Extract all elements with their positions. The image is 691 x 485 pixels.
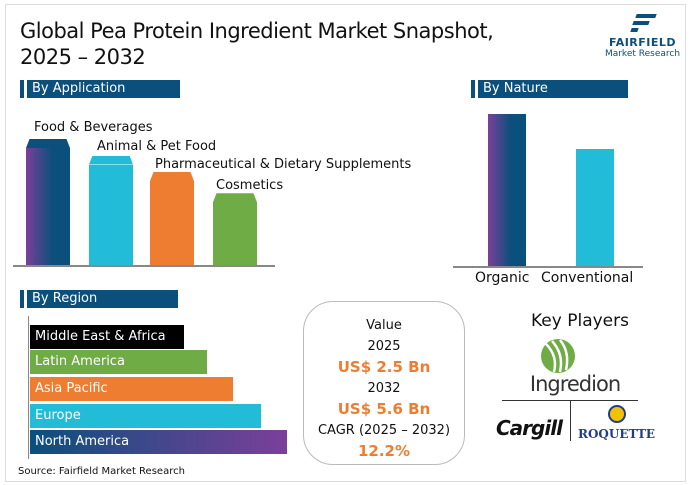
ingredion-leaf-icon bbox=[541, 339, 575, 373]
application-bar-cap bbox=[26, 139, 70, 148]
cagr-value: 12.2% bbox=[357, 442, 411, 460]
year-2025: 2025 bbox=[367, 339, 401, 354]
ingredion-logo: Ingredion bbox=[529, 372, 621, 396]
key-players-title: Key Players bbox=[531, 311, 629, 331]
application-bar-cap bbox=[213, 193, 257, 203]
logo-name: FAIRFIELD bbox=[608, 36, 677, 49]
application-label: Cosmetics bbox=[216, 178, 284, 193]
application-bar-cap bbox=[89, 155, 133, 165]
nature-bar bbox=[576, 149, 614, 267]
year-2032: 2032 bbox=[367, 381, 401, 396]
nature-label: Organic bbox=[475, 270, 530, 286]
application-chart: Food & Beverages Animal & Pet Food Pharmac… bbox=[0, 0, 411, 266]
by-region-header: By Region bbox=[20, 290, 178, 308]
page-title: Global Pea Protein Ingredient Market Sna… bbox=[20, 18, 494, 70]
by-application-header: By Application bbox=[20, 80, 180, 98]
application-baseline bbox=[13, 265, 275, 267]
region-bar: Latin America bbox=[30, 350, 208, 374]
region-bar: Asia Pacific bbox=[30, 377, 234, 401]
cagr-label: CAGR (2025 – 2032) bbox=[317, 423, 451, 438]
by-nature-header: By Nature bbox=[471, 80, 628, 98]
infographic-frame bbox=[5, 4, 686, 482]
region-bar: Europe bbox=[30, 404, 262, 428]
application-label: Animal & Pet Food bbox=[97, 139, 217, 154]
cargill-logo: Cargill bbox=[496, 416, 563, 440]
nature-baseline bbox=[453, 266, 643, 268]
logo-divider-v bbox=[570, 401, 571, 441]
nature-label: Conventional bbox=[541, 270, 634, 286]
market-value-box: Value 2025 US$ 2.5 Bn 2032 US$ 5.6 Bn CA… bbox=[303, 301, 465, 465]
region-bar: Middle East & Africa bbox=[30, 325, 185, 349]
region-bar: North America bbox=[30, 430, 287, 454]
application-bar bbox=[89, 155, 133, 266]
nature-chart: Organic Conventional bbox=[475, 114, 633, 286]
application-bar bbox=[213, 193, 257, 266]
roquette-emblem-icon bbox=[608, 405, 626, 423]
application-label: Pharmaceutical & Dietary Supplements bbox=[155, 157, 412, 172]
application-bar bbox=[150, 172, 194, 266]
source-note: Source: Fairfield Market Research bbox=[18, 466, 185, 477]
logo-divider-h bbox=[502, 400, 638, 401]
nature-bar bbox=[488, 114, 526, 267]
region-axis bbox=[28, 316, 29, 459]
application-bar-cap bbox=[150, 172, 194, 182]
roquette-logo: ROQUETTE bbox=[578, 427, 656, 441]
title-line-1: Global Pea Protein Ingredient Market Sna… bbox=[20, 19, 494, 43]
application-label: Food & Beverages bbox=[34, 120, 153, 135]
application-bar bbox=[26, 139, 70, 266]
value-2025: US$ 2.5 Bn bbox=[337, 358, 431, 376]
title-line-2: 2025 – 2032 bbox=[20, 45, 146, 69]
value-2032: US$ 5.6 Bn bbox=[337, 400, 431, 418]
value-label: Value bbox=[366, 318, 402, 333]
fairfield-logo: FAIRFIELD Market Research bbox=[600, 12, 685, 59]
logo-subtitle: Market Research bbox=[604, 49, 681, 59]
